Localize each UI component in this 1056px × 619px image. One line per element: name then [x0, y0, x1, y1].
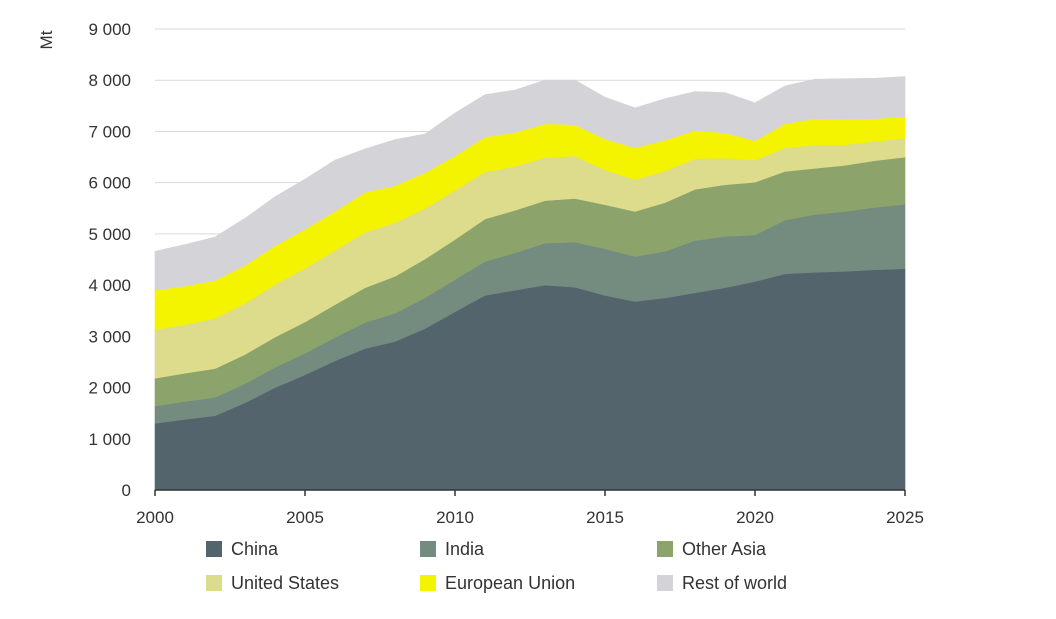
legend-label-china: China: [231, 539, 279, 559]
legend-swatch-india: [420, 541, 436, 557]
legend-label-european-union: European Union: [445, 573, 575, 593]
legend: China India Other Asia United States Europea…: [206, 539, 787, 593]
legend-swatch-european-union: [420, 575, 436, 591]
x-tick-label: 2010: [436, 508, 474, 527]
y-tick-label: 5 000: [88, 225, 131, 244]
y-tick-label: 7 000: [88, 122, 131, 141]
x-tick-label: 2015: [586, 508, 624, 527]
y-tick-label: 3 000: [88, 327, 131, 346]
y-tick-label: 2 000: [88, 379, 131, 398]
legend-label-rest-of-world: Rest of world: [682, 573, 787, 593]
x-tick-label: 2000: [136, 508, 174, 527]
legend-label-united-states: United States: [231, 573, 339, 593]
y-tick-label: 9 000: [88, 20, 131, 39]
legend-swatch-other-asia: [657, 541, 673, 557]
x-tick-label: 2005: [286, 508, 324, 527]
x-tick-label: 2020: [736, 508, 774, 527]
legend-label-other-asia: Other Asia: [682, 539, 767, 559]
y-tick-label: 0: [122, 481, 131, 500]
series-areas: [154, 76, 906, 491]
y-tick-label: 8 000: [88, 71, 131, 90]
y-tick-label: 6 000: [88, 174, 131, 193]
legend-swatch-united-states: [206, 575, 222, 591]
y-axis-unit-label: Mt: [37, 30, 56, 49]
legend-swatch-china: [206, 541, 222, 557]
axes: Mt 0 1 000 2 000 3 000 4 000 5 000 6 000 7 000 8…: [37, 20, 924, 527]
y-tick-label: 1 000: [88, 430, 131, 449]
legend-swatch-rest-of-world: [657, 575, 673, 591]
y-tick-label: 4 000: [88, 276, 131, 295]
area-rest-of-world: [154, 76, 906, 291]
x-tick-label: 2025: [886, 508, 924, 527]
legend-label-india: India: [445, 539, 485, 559]
